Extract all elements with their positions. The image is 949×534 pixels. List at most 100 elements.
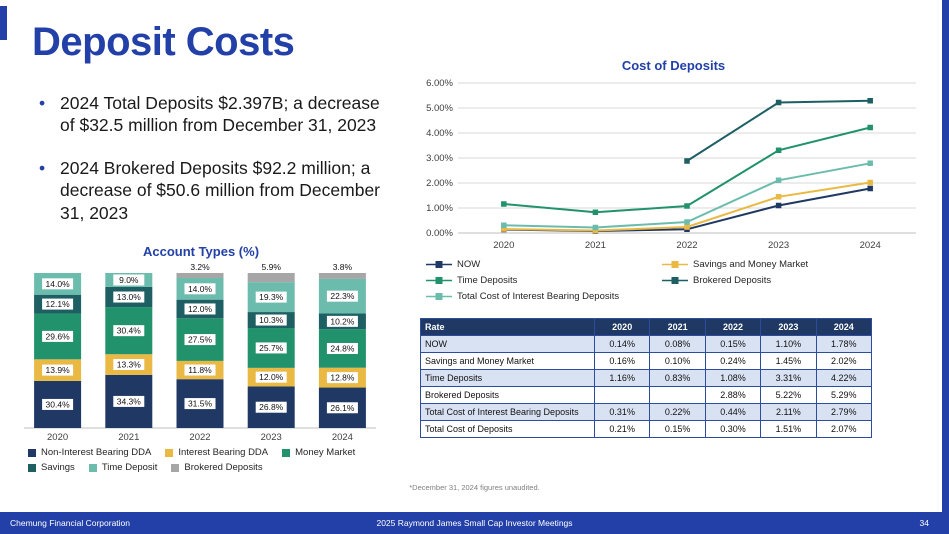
svg-text:14.0%: 14.0%	[46, 279, 71, 289]
svg-text:4.00%: 4.00%	[426, 128, 453, 139]
svg-text:2022: 2022	[189, 432, 210, 443]
legend-item: Brokered Deposits	[662, 275, 937, 286]
table-row: Savings and Money Market 0.16% 0.10% 0.24% 1…	[420, 352, 873, 370]
table-cell-value: 1.51%	[760, 420, 817, 438]
footer-event: 2025 Raymond James Small Cap Investor Me…	[376, 518, 573, 528]
legend-item: Time Deposit	[88, 462, 157, 473]
legend-label: Savings	[41, 462, 75, 473]
table-cell-value: 0.31%	[593, 403, 651, 421]
svg-text:3.2%: 3.2%	[190, 262, 210, 272]
table-cell-value: 0.15%	[704, 335, 762, 353]
table-row: Total Cost of Deposits 0.21% 0.15% 0.30% 1.5…	[420, 420, 873, 438]
table-header-year: 2020	[593, 318, 651, 336]
bullet-item: 2024 Brokered Deposits $92.2 million; a …	[36, 157, 381, 224]
svg-text:5.00%: 5.00%	[426, 103, 453, 114]
table-cell-value: 0.08%	[649, 335, 706, 353]
svg-text:30.4%: 30.4%	[117, 326, 142, 336]
svg-text:2020: 2020	[47, 432, 68, 443]
table-cell-value: 3.31%	[760, 369, 817, 387]
table-cell-value: 4.22%	[815, 369, 873, 387]
table-cell-value: 2.11%	[760, 403, 817, 421]
svg-text:2021: 2021	[118, 432, 139, 443]
svg-text:29.6%: 29.6%	[46, 331, 71, 341]
table-cell-label: Total Cost of Deposits	[420, 420, 595, 438]
svg-text:31.5%: 31.5%	[188, 399, 213, 409]
legend-swatch	[165, 448, 174, 457]
table-cell-label: Brokered Deposits	[420, 386, 595, 404]
table-cell-value: 1.78%	[815, 335, 873, 353]
right-accent-bar	[942, 0, 949, 534]
cost-of-deposits-chart: Cost of Deposits 0.00% 1.00% 2.00% 3.00% 4.0…	[410, 58, 937, 302]
legend-label: NOW	[457, 259, 481, 270]
line-chart-canvas: 0.00% 1.00% 2.00% 3.00% 4.00% 5.00% 6.00% 2020 2…	[426, 78, 916, 251]
table-cell-value: 0.15%	[649, 420, 706, 438]
page-title: Deposit Costs	[32, 20, 295, 64]
legend-line-marker	[662, 277, 688, 284]
svg-text:12.1%: 12.1%	[46, 299, 71, 309]
table-row: Brokered Deposits 2.88% 5.22% 5.29%	[420, 386, 873, 404]
svg-text:3.00%: 3.00%	[426, 153, 453, 164]
table-header-rate: Rate	[420, 318, 595, 336]
table-header-year: 2021	[649, 318, 706, 336]
svg-text:13.3%: 13.3%	[117, 360, 142, 370]
legend-label: Interest Bearing DDA	[178, 447, 269, 458]
legend-line-marker	[426, 261, 452, 268]
table-cell-value: 5.22%	[760, 386, 817, 404]
svg-text:30.4%: 30.4%	[46, 399, 71, 409]
svg-text:2020: 2020	[493, 240, 514, 251]
svg-text:1.00%: 1.00%	[426, 203, 453, 214]
svg-text:2022: 2022	[676, 240, 697, 251]
legend-item: NOW	[426, 259, 654, 270]
legend-label: Brokered Deposits	[693, 275, 772, 286]
legend-label: Non-Interest Bearing DDA	[41, 447, 152, 458]
svg-text:2024: 2024	[332, 432, 353, 443]
svg-text:2.00%: 2.00%	[426, 178, 453, 189]
legend-item: Non-Interest Bearing DDA	[28, 447, 151, 458]
legend-item: Interest Bearing DDA	[165, 447, 268, 458]
svg-text:26.8%: 26.8%	[259, 402, 284, 412]
table-cell-value: 0.30%	[704, 420, 762, 438]
table-cell-value: 5.29%	[815, 386, 873, 404]
table-cell-value: 0.16%	[593, 352, 651, 370]
legend-line-marker	[662, 261, 688, 268]
svg-text:2023: 2023	[261, 432, 282, 443]
legend-swatch	[28, 463, 36, 472]
legend-item: Total Cost of Interest Bearing Deposits	[426, 291, 654, 302]
legend-item: Money Market	[282, 447, 355, 458]
table-cell-value: 2.02%	[815, 352, 873, 370]
svg-text:22.3%: 22.3%	[330, 291, 355, 301]
svg-text:2021: 2021	[585, 240, 606, 251]
svg-text:27.5%: 27.5%	[188, 335, 213, 345]
legend-label: Total Cost of Interest Bearing Deposits	[457, 291, 620, 302]
table-cell-value: 0.83%	[649, 369, 706, 387]
table-cell-label: Time Deposits	[420, 369, 595, 387]
svg-text:19.3%: 19.3%	[259, 292, 284, 302]
rates-table-block: Rate 2020 2021 2022 2023 2024 NOW 0.14% 0.08% 0.1…	[420, 318, 873, 438]
left-accent-bar	[0, 6, 7, 40]
svg-text:12.8%: 12.8%	[330, 373, 355, 383]
bar-chart-canvas: 30.4% 13.9% 29.6% 12.1% 14.0% 2020 34.3% 13.3% 3…	[24, 261, 376, 443]
table-cell-value: 2.79%	[815, 403, 873, 421]
bar-chart-title: Account Types (%)	[142, 244, 260, 259]
table-header-year: 2022	[704, 318, 762, 336]
svg-text:0.00%: 0.00%	[426, 228, 453, 239]
table-cell-value: 0.21%	[593, 420, 651, 438]
footer-company: Chemung Financial Corporation	[10, 518, 131, 528]
table-row: Total Cost of Interest Bearing Deposits 0…	[420, 403, 873, 421]
svg-text:2024: 2024	[860, 240, 881, 251]
table-cell-value: 0.44%	[704, 403, 762, 421]
legend-item: Time Deposits	[426, 275, 654, 286]
footnote: *December 31, 2024 figures unaudited.	[409, 483, 540, 492]
table-row: NOW 0.14% 0.08% 0.15% 1.10% 1.78%	[420, 335, 873, 353]
table-cell-value	[593, 386, 651, 404]
table-cell-label: NOW	[420, 335, 595, 353]
svg-text:5.9%: 5.9%	[262, 262, 282, 272]
svg-text:2023: 2023	[768, 240, 789, 251]
svg-text:13.9%: 13.9%	[46, 365, 71, 375]
bullet-list: 2024 Total Deposits $2.397B; a decrease …	[36, 92, 381, 244]
svg-text:3.8%: 3.8%	[333, 262, 353, 272]
legend-swatch	[282, 448, 291, 457]
table-header-year: 2023	[760, 318, 817, 336]
table-cell-value: 1.16%	[593, 369, 651, 387]
